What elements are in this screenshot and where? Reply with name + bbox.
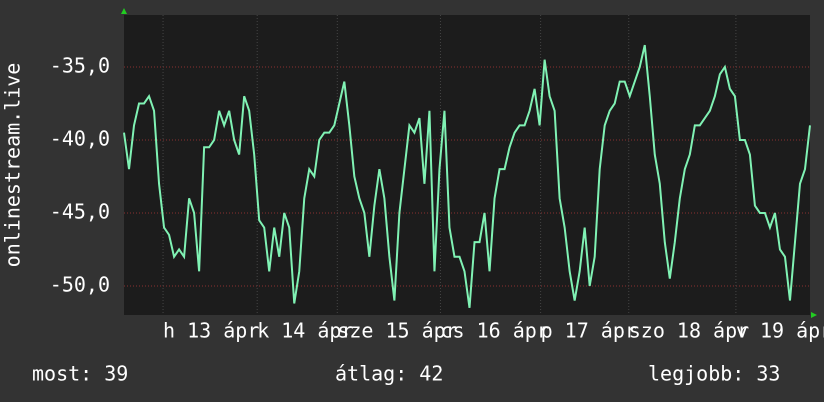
y-axis-label: onlinestream.live (1, 63, 25, 268)
footer-stat: legjobb: 33 (648, 362, 780, 386)
x-tick-label: v 19 ápr (736, 319, 824, 343)
x-tick-label: h 13 ápr (163, 319, 259, 343)
x-tick-label: sze 15 ápr (337, 319, 457, 343)
x-tick-label: szo 18 ápr (629, 319, 749, 343)
x-tick-label: p 17 ápr (541, 319, 637, 343)
x-tick-label: k 14 ápr (257, 319, 353, 343)
data-line (123, 44, 811, 308)
footer-stat: átlag: 42 (335, 362, 443, 386)
axis-arrow (121, 8, 127, 14)
plot-area (124, 15, 810, 315)
y-tick-label: -50,0 (50, 272, 110, 296)
y-tick-label: -35,0 (50, 53, 110, 77)
y-tick-label: -45,0 (50, 199, 110, 223)
footer-stat: most: 39 (32, 362, 128, 386)
x-tick-label: cs 16 ápr (440, 319, 548, 343)
y-tick-label: -40,0 (50, 126, 110, 150)
axis-arrow (811, 312, 817, 318)
